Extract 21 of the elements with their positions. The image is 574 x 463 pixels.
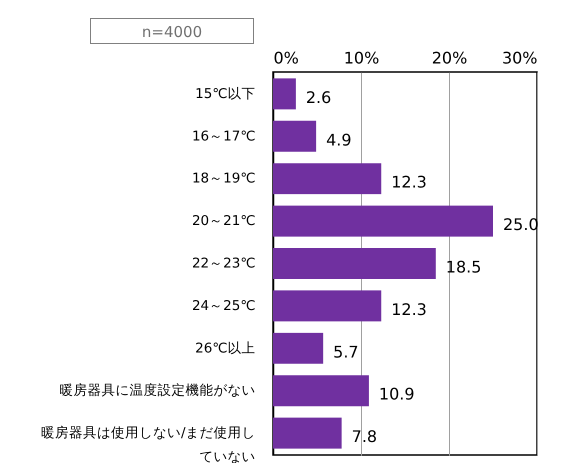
y-tick-label: 26℃以上 (195, 340, 256, 356)
x-tick-label: 20% (432, 48, 468, 68)
y-tick-label: 24～25℃ (192, 298, 256, 314)
text: n=4000 (90, 18, 254, 44)
data-label: 12.3 (391, 172, 427, 192)
data-label: 10.9 (378, 384, 415, 404)
y-tick-label: 暖房器具に温度設定機能がない (60, 382, 256, 399)
data-label: 2.6 (306, 88, 332, 107)
y-tick-label: 15℃以下 (195, 86, 256, 102)
data-label: 7.8 (352, 427, 378, 446)
y-tick-label: 16～17℃ (192, 128, 256, 144)
x-tick-label: 30% (502, 48, 538, 68)
y-tick-label: 22～23℃ (192, 256, 256, 272)
x-tick-label: 0% (274, 48, 299, 68)
data-label: 18.5 (446, 258, 482, 276)
data-label: 12.3 (391, 300, 427, 319)
y-tick-label: 20～21℃ (192, 213, 256, 230)
y-tick-label: 18～19℃ (192, 170, 256, 187)
data-label: 4.9 (326, 130, 352, 150)
x-tick-label: 10% (344, 48, 380, 68)
data-label: 5.7 (333, 342, 359, 362)
